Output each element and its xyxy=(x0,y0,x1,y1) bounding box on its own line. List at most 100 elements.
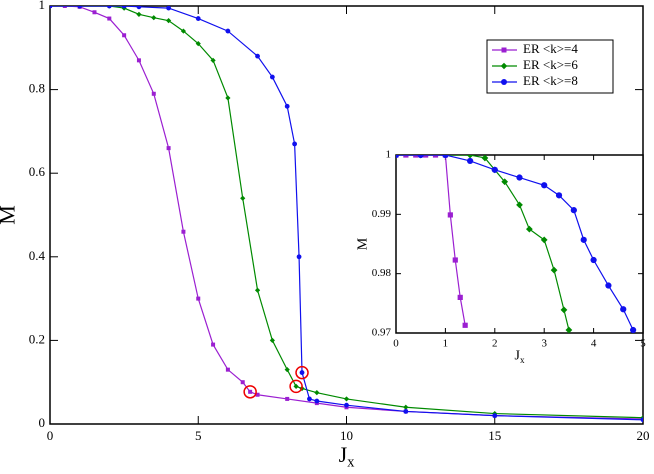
marker xyxy=(423,155,429,158)
x-axis-label-base: J xyxy=(339,442,348,467)
marker xyxy=(491,166,498,173)
marker xyxy=(181,229,186,234)
legend-label: ER <k>=6 xyxy=(523,57,578,72)
marker xyxy=(590,256,597,264)
marker xyxy=(417,155,424,159)
marker xyxy=(466,155,474,159)
marker xyxy=(136,6,142,10)
marker xyxy=(225,367,230,372)
marker xyxy=(481,155,489,162)
y-axis-label: M xyxy=(0,205,20,225)
marker xyxy=(492,413,498,419)
x-tick-label: 15 xyxy=(488,428,501,443)
y-tick-label: 0.8 xyxy=(29,81,45,96)
marker xyxy=(605,282,612,289)
x-axis-label-sub: x xyxy=(520,355,525,365)
legend-marker xyxy=(501,47,507,53)
marker xyxy=(396,155,400,159)
marker xyxy=(151,91,156,96)
series-layer xyxy=(50,6,643,423)
series-line xyxy=(50,6,643,421)
marker xyxy=(121,6,127,9)
marker xyxy=(343,396,350,402)
marker xyxy=(314,398,320,404)
marker xyxy=(255,53,260,59)
marker xyxy=(501,178,509,186)
marker xyxy=(344,402,349,408)
x-tick-label: 4 xyxy=(591,338,597,350)
highlight-circle xyxy=(289,379,303,394)
y-tick-label: 0 xyxy=(39,415,46,430)
marker xyxy=(620,306,627,313)
series-line xyxy=(50,6,643,419)
x-tick-label: 5 xyxy=(640,338,646,350)
marker xyxy=(526,225,533,233)
y-tick-label: 1 xyxy=(39,0,46,12)
marker xyxy=(285,396,290,401)
y-tick-label: 1 xyxy=(386,149,392,161)
marker xyxy=(307,396,312,402)
marker xyxy=(296,254,302,260)
marker xyxy=(254,287,261,293)
marker xyxy=(195,41,201,47)
marker xyxy=(555,192,563,199)
marker xyxy=(292,141,298,147)
marker xyxy=(640,417,643,423)
x-tick-label: 10 xyxy=(340,428,353,443)
marker xyxy=(225,95,231,101)
marker xyxy=(225,28,231,34)
marker xyxy=(293,383,299,389)
marker xyxy=(516,201,523,209)
marker xyxy=(403,404,409,410)
x-tick-label: 1 xyxy=(443,338,449,350)
x-tick-label: 3 xyxy=(541,338,547,350)
highlight-circle xyxy=(243,385,257,399)
marker xyxy=(180,28,187,34)
marker xyxy=(136,58,141,63)
marker xyxy=(565,326,573,333)
y-tick-label: 0.98 xyxy=(372,267,392,279)
x-axis-label-base: J xyxy=(515,349,521,364)
marker xyxy=(541,182,548,189)
marker xyxy=(210,57,216,63)
y-tick-label: 0.6 xyxy=(29,164,46,179)
marker xyxy=(269,74,275,80)
y-tick-label: 0.4 xyxy=(29,248,46,263)
marker xyxy=(240,195,246,201)
x-tick-label: 20 xyxy=(637,428,650,443)
marker xyxy=(269,337,275,343)
marker xyxy=(136,11,142,17)
marker xyxy=(122,33,127,38)
marker xyxy=(314,390,320,396)
marker xyxy=(107,16,112,21)
marker xyxy=(466,157,474,165)
legend-marker xyxy=(501,79,507,85)
marker xyxy=(77,6,83,9)
legend-label: ER <k>=8 xyxy=(523,73,578,88)
marker xyxy=(255,392,260,397)
series-line xyxy=(396,155,466,326)
x-tick-label: 0 xyxy=(47,428,54,443)
marker xyxy=(413,155,419,158)
marker xyxy=(284,103,290,109)
marker xyxy=(166,146,171,151)
marker xyxy=(62,6,67,8)
marker xyxy=(630,326,637,333)
marker xyxy=(457,294,463,300)
y-tick-label: 0.97 xyxy=(372,327,392,339)
marker xyxy=(550,266,558,274)
plot-area xyxy=(395,154,644,334)
marker xyxy=(447,212,453,218)
marker xyxy=(166,18,172,24)
marker xyxy=(299,370,305,375)
marker xyxy=(195,16,201,21)
series-line xyxy=(50,6,643,420)
series-layer xyxy=(396,155,637,333)
y-tick-label: 0.99 xyxy=(372,208,392,220)
legend-label: ER <k>=4 xyxy=(523,41,578,56)
marker xyxy=(284,367,290,373)
marker xyxy=(403,409,409,414)
marker xyxy=(560,306,568,314)
x-tick-label: 0 xyxy=(393,338,399,350)
